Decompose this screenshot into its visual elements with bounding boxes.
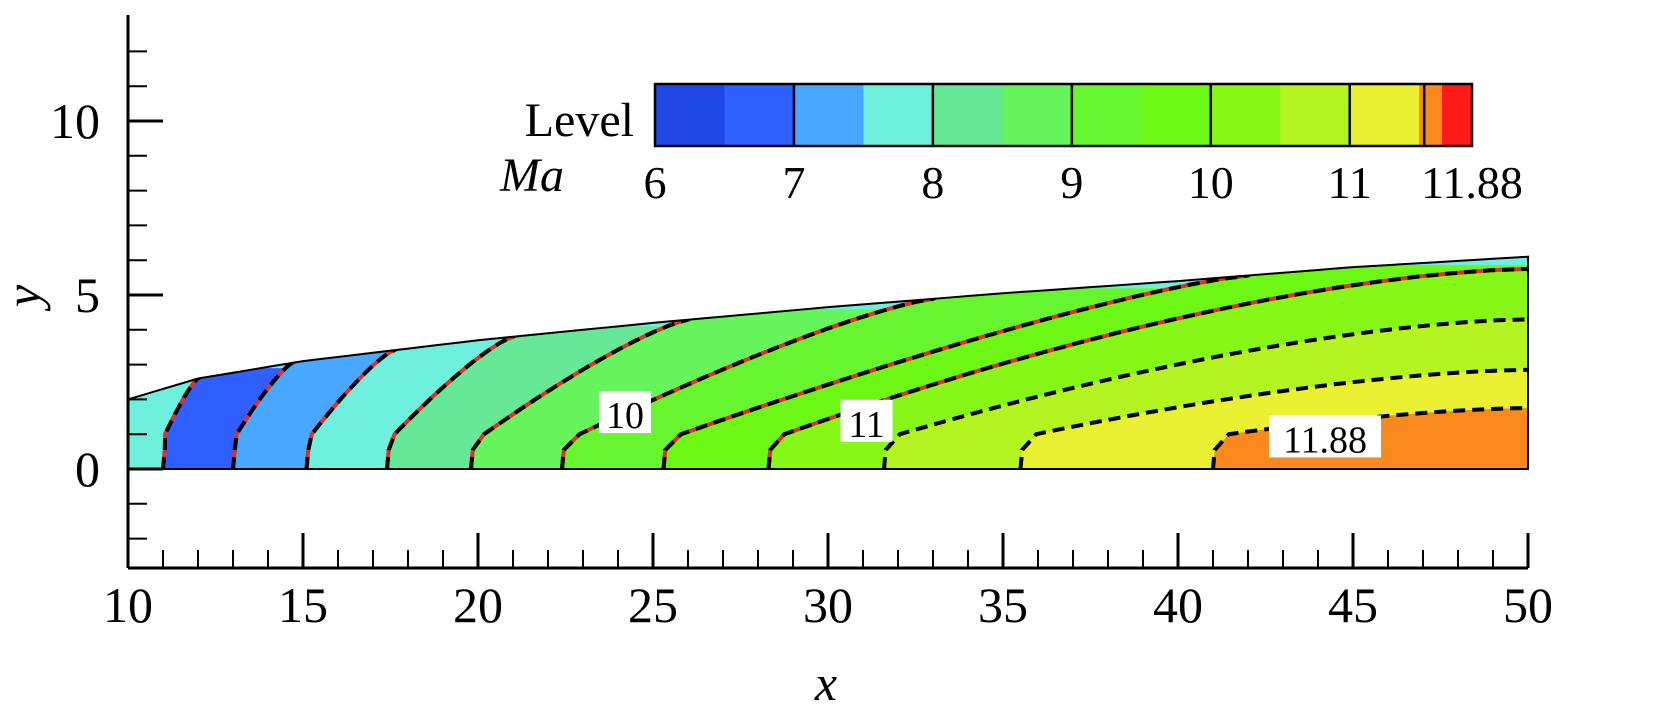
y-ticks: 0 5 10 <box>50 50 163 540</box>
y-axis-title: y <box>0 284 51 312</box>
colorbar-cell <box>1349 84 1420 146</box>
colorbar-tick-label: 11.88 <box>1421 157 1523 208</box>
colorbar-cell <box>863 84 934 146</box>
x-tick-label: 45 <box>1328 577 1378 633</box>
legend-title: Level <box>525 94 634 147</box>
x-tick-label: 25 <box>628 577 678 633</box>
contour-line <box>385 324 532 469</box>
x-tick-label: 30 <box>803 577 853 633</box>
x-ticks: 10 15 20 25 30 35 40 45 50 <box>103 533 1553 633</box>
y-tick-label: 0 <box>75 441 100 497</box>
colorbar-cell <box>655 84 725 146</box>
x-tick-label: 15 <box>278 577 328 633</box>
legend-variable: Ma <box>499 149 564 202</box>
colorbar-tick-labels: 6 7 8 9 10 11 11.88 <box>644 157 1523 208</box>
contour-labels: 10 11 11.88 <box>599 391 1381 461</box>
x-tick-label: 50 <box>1503 577 1553 633</box>
colorbar-cell <box>1210 84 1281 146</box>
colorbar-tick-label: 11 <box>1328 157 1372 208</box>
contour-line <box>1211 402 1528 469</box>
colorbar-tick-label: 7 <box>782 157 805 208</box>
colorbar-tick-label: 9 <box>1060 157 1083 208</box>
x-tick-label: 40 <box>1153 577 1203 633</box>
colorbar-cells <box>655 84 1473 146</box>
contour-line <box>161 366 217 469</box>
contour-label: 11.88 <box>1283 419 1367 461</box>
contour-line <box>231 350 312 469</box>
contour-label: 10 <box>606 395 644 437</box>
contour-label-box <box>599 391 651 434</box>
colorbar-legend: Level Ma 6 7 8 9 10 11 11.88 <box>499 82 1523 208</box>
colorbar-cell <box>1002 84 1073 146</box>
colorbar-cell <box>793 84 864 146</box>
colorbar-cell <box>1442 84 1472 146</box>
contour-line <box>304 338 413 469</box>
colorbar-cell <box>1071 84 1142 146</box>
colorbar-frame <box>653 82 1474 148</box>
y-tick-label: 10 <box>50 93 100 149</box>
axes: 10 15 20 25 30 35 40 45 50 0 5 10 x y <box>0 15 1553 706</box>
contour-line <box>1018 364 1528 469</box>
contour-label-box <box>1269 415 1381 458</box>
colorbar-tick-label: 10 <box>1188 157 1234 208</box>
nozzle-outline <box>127 255 1529 470</box>
y-tick-label: 5 <box>75 267 100 323</box>
contour-label-box <box>840 399 893 442</box>
colorbar-cell <box>1280 84 1351 146</box>
colorbar-tick-label: 6 <box>644 157 667 208</box>
colorbar-cell <box>1141 84 1212 146</box>
contour-line <box>882 313 1528 469</box>
x-tick-label: 35 <box>978 577 1028 633</box>
x-axis-title: x <box>814 655 837 706</box>
x-tick-label: 10 <box>103 577 153 633</box>
x-tick-label: 20 <box>453 577 503 633</box>
colorbar-cell <box>932 84 1003 146</box>
contour-label: 11 <box>848 404 885 446</box>
contour-line <box>469 307 707 469</box>
contour-line <box>766 263 1528 469</box>
colorbar-cell <box>724 84 795 146</box>
contour-line <box>661 263 1267 469</box>
colorbar-tick-label: 8 <box>921 157 944 208</box>
mach-contour-lines <box>161 263 1528 469</box>
